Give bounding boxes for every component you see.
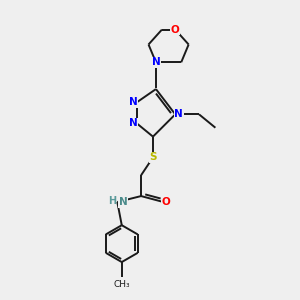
Text: O: O <box>162 197 171 207</box>
Text: N: N <box>119 197 128 207</box>
Text: O: O <box>171 25 180 34</box>
Text: N: N <box>129 118 137 128</box>
Text: CH₃: CH₃ <box>113 280 130 290</box>
Text: N: N <box>152 57 160 67</box>
Text: N: N <box>175 109 183 119</box>
Text: H: H <box>108 196 116 206</box>
Text: N: N <box>129 98 137 107</box>
Text: S: S <box>149 152 157 162</box>
